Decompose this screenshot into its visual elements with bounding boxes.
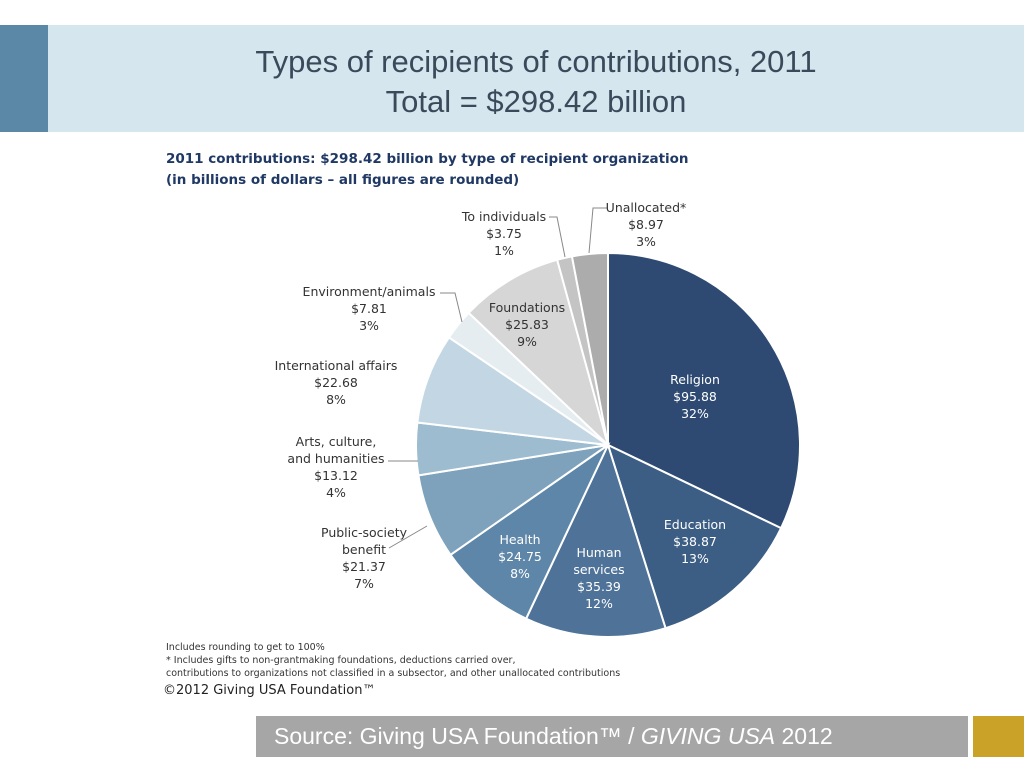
slice-label: Public-society benefit $21.37 7% — [321, 525, 408, 591]
slice-label: To individuals $3.75 1% — [461, 209, 546, 258]
slice-label: Human services $35.39 12% — [573, 545, 624, 611]
source-accent — [973, 716, 1024, 757]
slice-label: International affairs $22.68 8% — [275, 358, 398, 407]
source-italic: GIVING USA — [640, 723, 776, 749]
slice-label: Education $38.87 13% — [664, 517, 726, 566]
pie-slice — [607, 251, 801, 530]
pie-slice — [449, 442, 611, 620]
slide-title-line1: Types of recipients of contributions, 20… — [255, 44, 817, 79]
slice-label: Health $24.75 8% — [498, 532, 542, 581]
chart-title: 2011 contributions: $298.42 billion by t… — [166, 151, 689, 167]
chart-notes: Includes rounding to get to 100% * Inclu… — [166, 641, 620, 680]
slice-label: Religion $95.88 32% — [670, 372, 720, 421]
slice-label: Environment/animals $7.81 3% — [303, 284, 436, 333]
chart-heading: 2011 contributions: $298.42 billion by t… — [166, 149, 689, 191]
leader-line — [549, 216, 566, 258]
leader-line — [388, 525, 428, 549]
leader-line — [588, 207, 607, 254]
copyright: ©2012 Giving USA Foundation™ — [163, 683, 376, 698]
slide-title: Types of recipients of contributions, 20… — [48, 42, 1024, 122]
note-unallocated-cont: contributions to organizations not class… — [166, 668, 621, 679]
slice-label: Unallocated* $8.97 3% — [606, 200, 687, 249]
source-prefix: Source: Giving USA Foundation™ / — [274, 723, 641, 749]
title-accent-bar — [0, 25, 48, 132]
note-rounding: Includes rounding to get to 100% — [166, 642, 325, 653]
note-unallocated: * Includes gifts to non-grantmaking foun… — [166, 655, 516, 666]
pie-slice — [524, 442, 667, 638]
pie-slice — [467, 258, 610, 449]
source-suffix: 2012 — [775, 723, 833, 749]
source-caption: Source: Giving USA Foundation™ / GIVING … — [274, 721, 833, 751]
slide-title-line2: Total = $298.42 billion — [385, 84, 687, 119]
chart-subtitle: (in billions of dollars – all figures ar… — [166, 172, 520, 188]
source-bar — [256, 716, 968, 757]
slice-label: Foundations $25.83 9% — [489, 300, 565, 349]
slice-label: Arts, culture, and humanities $13.12 4% — [287, 434, 384, 500]
title-band — [0, 25, 1024, 132]
pie-slice — [570, 251, 609, 446]
leader-line — [440, 292, 463, 323]
